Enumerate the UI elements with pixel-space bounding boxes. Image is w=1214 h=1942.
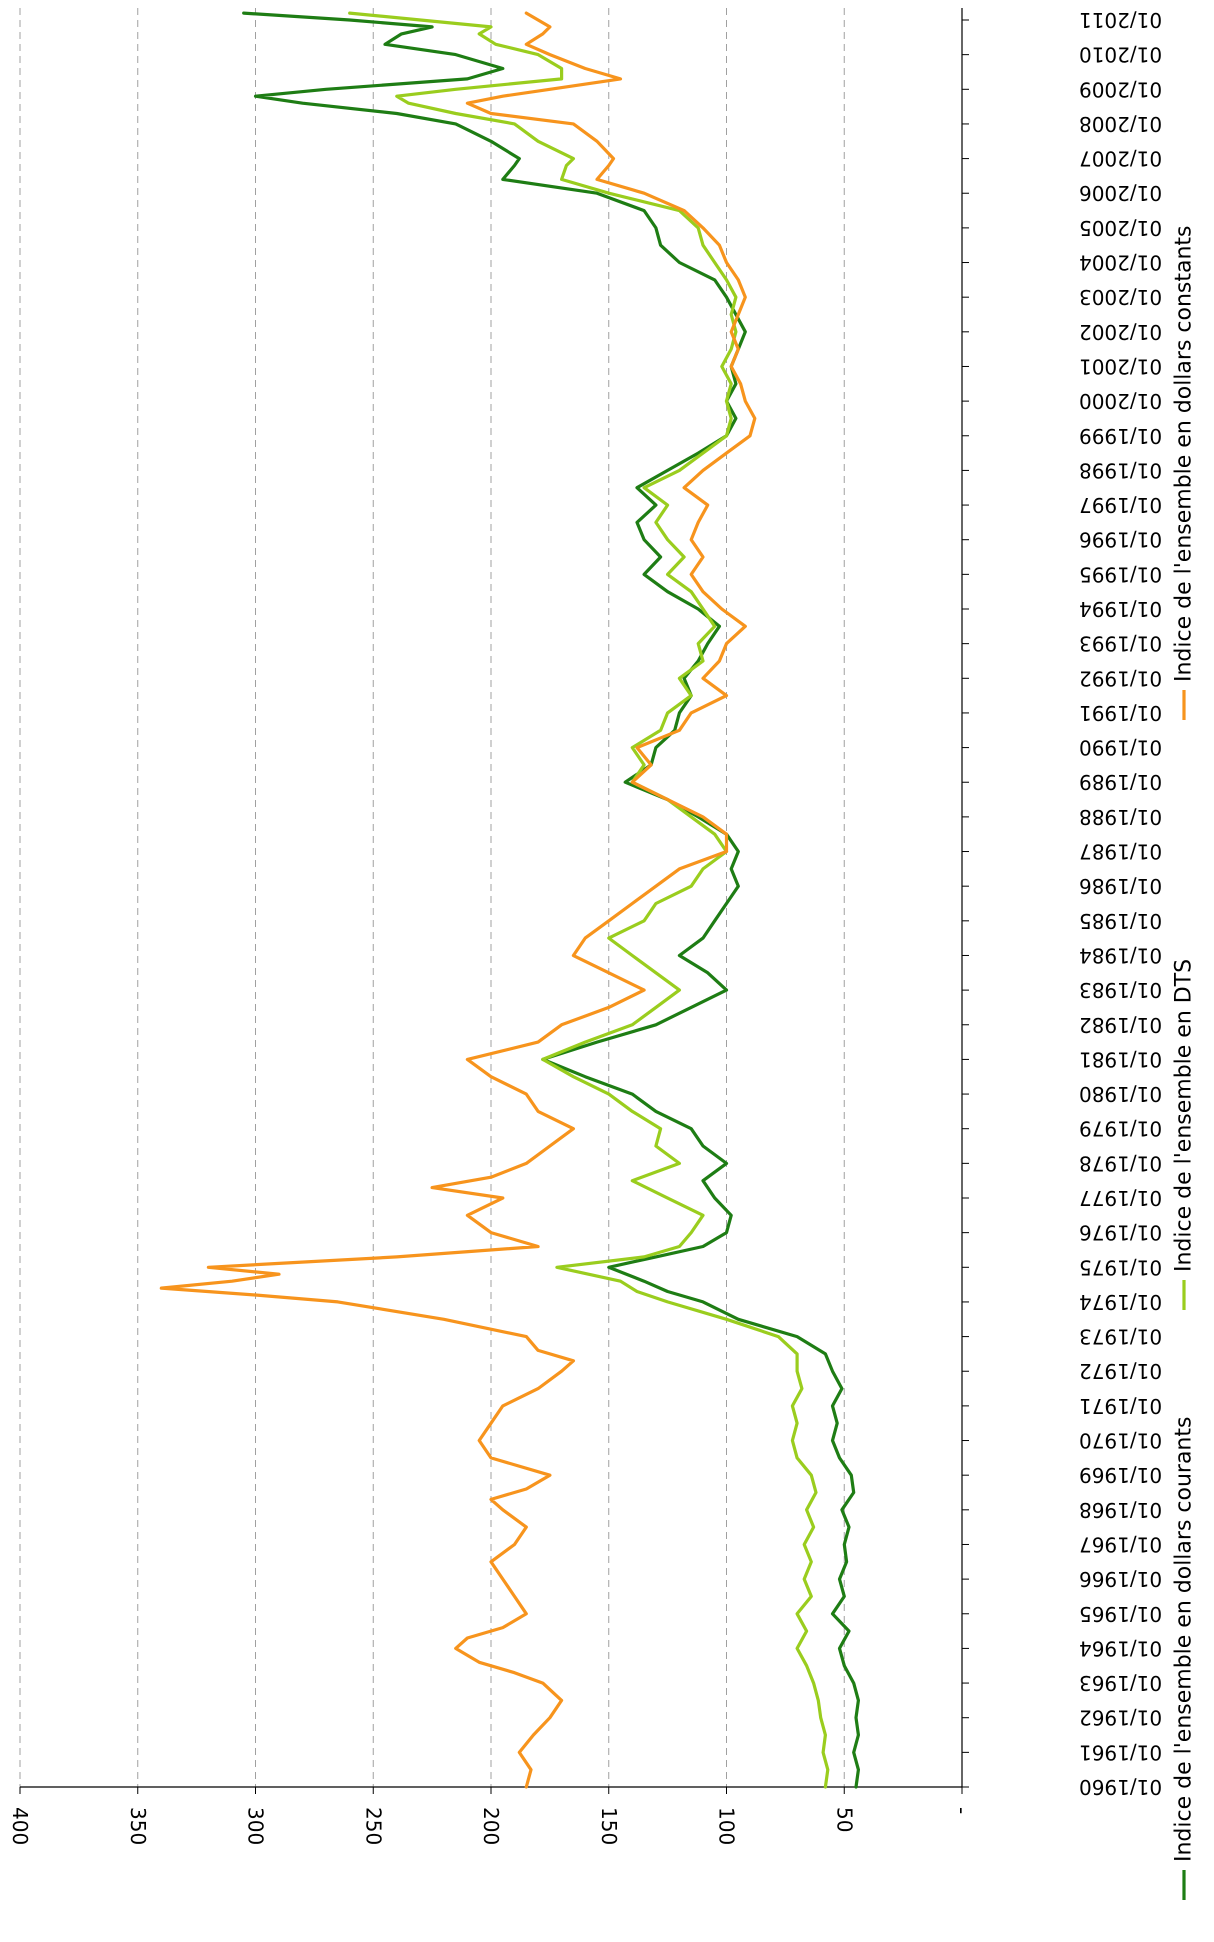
time-tick-label: 01/1978 [1079,1151,1162,1175]
legend: Indice de l'ensemble en dollars courants… [1172,226,1197,1900]
time-tick-label: 01/2011 [1079,8,1162,32]
value-tick-label: 100 [715,1807,739,1845]
series-line-2 [348,11,830,1789]
time-tick-label: 01/1966 [1079,1567,1162,1591]
time-tick-label: 01/1977 [1079,1186,1162,1210]
time-tick-label: 01/1992 [1079,666,1162,690]
time-tick-label: 01/1981 [1079,1047,1162,1071]
time-tick-label: 01/1998 [1079,458,1162,482]
legend-label: Indice de l'ensemble en dollars constant… [1172,226,1197,683]
time-tick-label: 01/1985 [1079,909,1162,933]
value-tick-label: 300 [244,1807,268,1845]
time-tick-label: 01/2003 [1079,285,1162,309]
value-tick-label: 50 [832,1807,856,1832]
time-tick-label: 01/1994 [1079,597,1162,621]
time-tick-label: 01/1999 [1079,424,1162,448]
series-lines [159,11,860,1789]
value-tick-label: 250 [361,1807,385,1845]
time-tick-label: 01/2004 [1079,251,1162,275]
time-tick-label: 01/1974 [1079,1290,1162,1314]
time-tick-label: 01/1973 [1079,1325,1162,1349]
time-tick-label: 01/1986 [1079,874,1162,898]
time-tick-label: 01/1965 [1079,1602,1162,1626]
series-line-1 [242,11,860,1789]
legend-label: Indice de l'ensemble en DTS [1172,959,1197,1272]
value-tick-label: - [950,1807,974,1814]
time-tick-label: 01/1983 [1079,978,1162,1002]
time-tick-label: 01/1979 [1079,1117,1162,1141]
value-tick-label: 400 [8,1807,32,1845]
time-tick-label: 01/1993 [1079,632,1162,656]
time-tick-label: 01/2009 [1079,77,1162,101]
time-tick-label: 01/2006 [1079,181,1162,205]
time-tick-label: 01/1975 [1079,1255,1162,1279]
legend-label: Indice de l'ensemble en dollars courants [1172,1417,1197,1862]
grid [19,8,845,1787]
value-tick-label: 150 [597,1807,621,1845]
time-tick-label: 01/1967 [1079,1532,1162,1556]
time-tick-label: 01/1976 [1079,1221,1162,1245]
time-tick-label: 01/1984 [1079,943,1162,967]
time-tick-label: 01/1963 [1079,1671,1162,1695]
time-tick-label: 01/1969 [1079,1463,1162,1487]
time-tick-label: 01/1982 [1079,1013,1162,1037]
time-tick-label: 01/1968 [1079,1498,1162,1522]
time-tick-label: 01/2010 [1079,43,1162,67]
axes: - 50 100 150 200 250 300 350 400 01/1960 01/1961 01… [8,8,1162,1845]
time-tick-label: 01/1964 [1079,1636,1162,1660]
time-tick-label: 01/2005 [1079,216,1162,240]
time-tick-label: 01/2000 [1079,389,1162,413]
time-tick-label: 01/1996 [1079,528,1162,552]
time-tick-label: 01/1980 [1079,1082,1162,1106]
value-tick-label: 350 [126,1807,150,1845]
time-tick-label: 01/1991 [1079,701,1162,725]
time-tick-label: 01/1990 [1079,736,1162,760]
time-tick-label: 01/2001 [1079,354,1162,378]
time-tick-label: 01/1962 [1079,1706,1162,1730]
series-line-3 [159,11,757,1789]
time-tick-label: 01/1961 [1079,1740,1162,1764]
time-tick-label: 01/1972 [1079,1359,1162,1383]
time-tick-label: 01/1987 [1079,840,1162,864]
time-tick-label: 01/1970 [1079,1429,1162,1453]
time-tick-label: 01/2002 [1079,320,1162,344]
time-tick-label: 01/1971 [1079,1394,1162,1418]
time-tick-label: 01/2007 [1079,147,1162,171]
time-tick-label: 01/1997 [1079,493,1162,517]
time-tick-label: 01/1988 [1079,805,1162,829]
time-tick-label: 01/2008 [1079,112,1162,136]
time-tick-label: 01/1995 [1079,562,1162,586]
time-tick-label: 01/1989 [1079,770,1162,794]
time-tick-label: 01/1960 [1079,1775,1162,1799]
value-tick-label: 200 [479,1807,503,1845]
